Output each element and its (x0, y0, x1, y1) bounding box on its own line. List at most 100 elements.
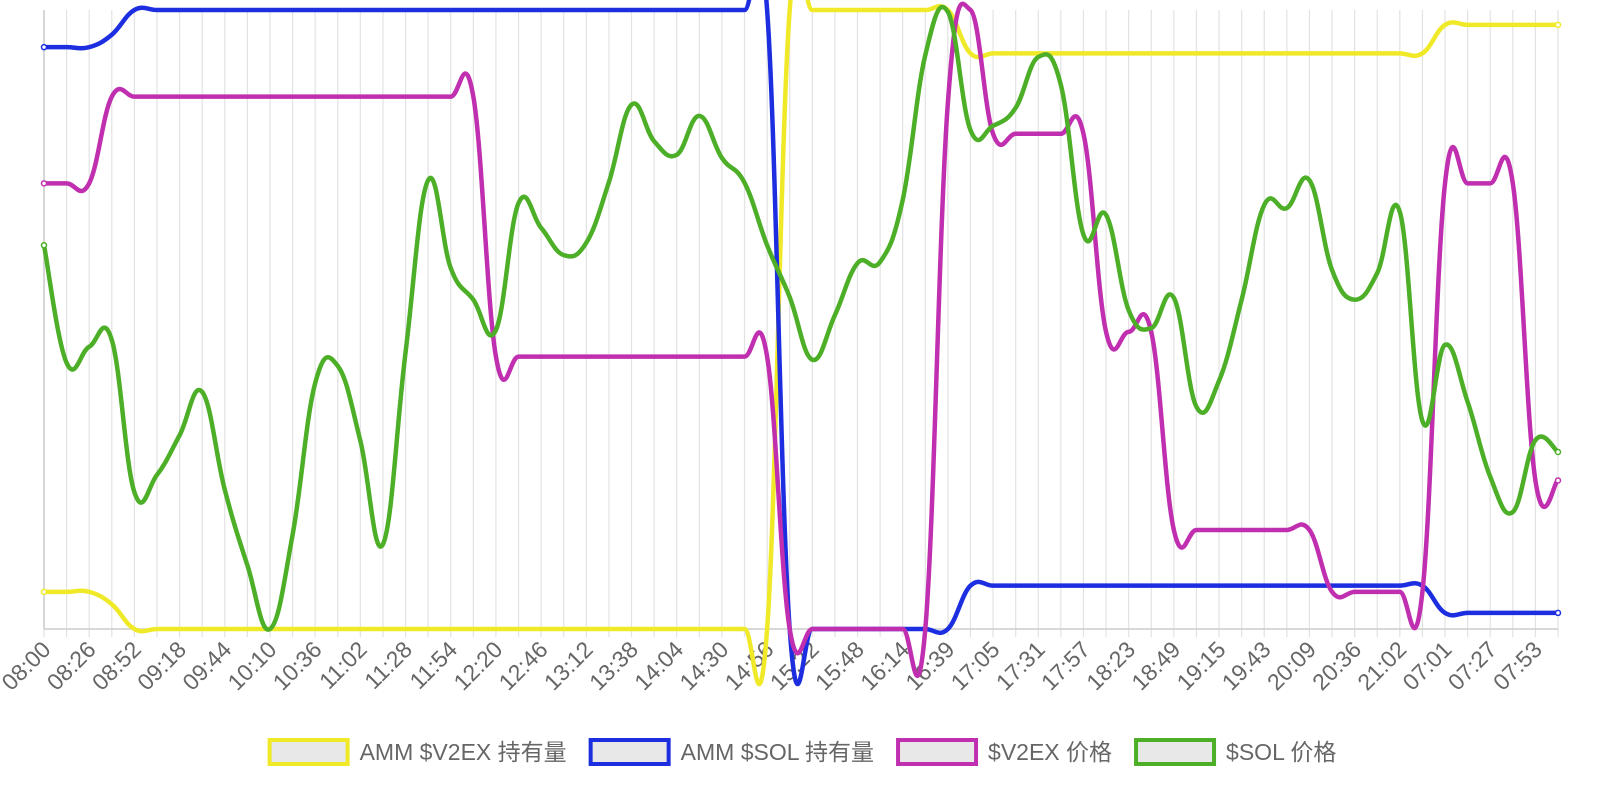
data-point (245, 94, 250, 99)
data-point (493, 354, 498, 359)
x-tick-label: 19:43 (1217, 636, 1276, 695)
data-point (493, 8, 498, 12)
data-point (629, 627, 634, 631)
data-point (516, 354, 521, 359)
data-point (1149, 326, 1154, 331)
data-point (1239, 297, 1244, 302)
data-point (1330, 589, 1335, 594)
data-point (1533, 478, 1538, 483)
data-point (900, 627, 905, 631)
data-point (1375, 589, 1380, 594)
data-point (1420, 51, 1425, 56)
data-point (584, 354, 589, 359)
data-point (1465, 181, 1470, 186)
data-point (697, 113, 702, 118)
data-point (87, 344, 92, 349)
data-point (787, 295, 792, 300)
data-point (1149, 51, 1154, 56)
data-point (923, 8, 928, 12)
x-tick-label: 13:38 (584, 636, 643, 695)
data-point (403, 627, 408, 631)
data-point (448, 8, 453, 12)
data-point (1081, 51, 1086, 56)
data-point (40, 43, 48, 51)
data-point (787, 8, 792, 12)
data-point (493, 627, 498, 631)
data-point (629, 8, 634, 12)
data-point (1352, 51, 1357, 56)
data-point (358, 94, 363, 99)
data-point (584, 627, 589, 631)
data-point (968, 583, 973, 588)
legend-swatch (588, 738, 671, 766)
data-point (1239, 527, 1244, 532)
data-point (742, 180, 747, 185)
data-point (1239, 583, 1244, 588)
data-point (1171, 527, 1176, 532)
data-point (878, 627, 883, 631)
data-point (1397, 583, 1402, 588)
data-point (1013, 583, 1018, 588)
data-point (1284, 206, 1289, 211)
data-point (403, 8, 408, 12)
data-point (267, 627, 272, 631)
data-point (697, 627, 702, 631)
data-point (1104, 583, 1109, 588)
data-point (1510, 610, 1515, 615)
data-point (878, 259, 883, 264)
data-point (109, 94, 114, 99)
data-point (335, 8, 340, 12)
data-point (810, 627, 815, 631)
data-point (1488, 610, 1493, 615)
data-point (471, 8, 476, 12)
data-point (539, 225, 544, 230)
data-point (380, 8, 385, 12)
data-point (222, 94, 227, 99)
data-point (674, 152, 679, 157)
data-point (516, 8, 521, 12)
x-tick-label: 17:05 (946, 636, 1005, 695)
data-point (629, 102, 634, 107)
data-point (1284, 51, 1289, 56)
x-tick-label: 14:30 (674, 636, 733, 695)
data-point (290, 8, 295, 12)
data-point (1262, 583, 1267, 588)
data-point (380, 542, 385, 547)
data-point (1533, 438, 1538, 443)
data-point (177, 8, 182, 12)
data-point (109, 32, 114, 37)
data-point (200, 94, 205, 99)
data-point (1397, 209, 1402, 214)
data-point (64, 45, 69, 50)
data-point (765, 627, 770, 631)
data-point (1465, 610, 1470, 615)
data-point (177, 94, 182, 99)
data-point (1149, 583, 1154, 588)
x-tick-label: 19:15 (1171, 636, 1230, 695)
legend-swatch (1134, 738, 1217, 766)
data-point (810, 8, 815, 12)
data-point (448, 627, 453, 631)
data-point (1262, 51, 1267, 56)
data-point (719, 155, 724, 160)
data-point (335, 363, 340, 368)
data-point (200, 8, 205, 12)
x-tick-label: 07:01 (1397, 636, 1456, 695)
data-point (1488, 474, 1493, 479)
data-point (923, 53, 928, 58)
data-point (1352, 583, 1357, 588)
data-point (1510, 22, 1515, 27)
data-point (1307, 527, 1312, 532)
data-point (652, 354, 657, 359)
data-point (697, 8, 702, 12)
data-point (426, 94, 431, 99)
data-point (64, 360, 69, 365)
data-point (516, 201, 521, 206)
data-point (1036, 55, 1041, 60)
data-point (1554, 21, 1562, 29)
data-point (674, 8, 679, 12)
data-point (1104, 51, 1109, 56)
data-point (561, 253, 566, 258)
data-point (1126, 583, 1131, 588)
data-point (1171, 295, 1176, 300)
